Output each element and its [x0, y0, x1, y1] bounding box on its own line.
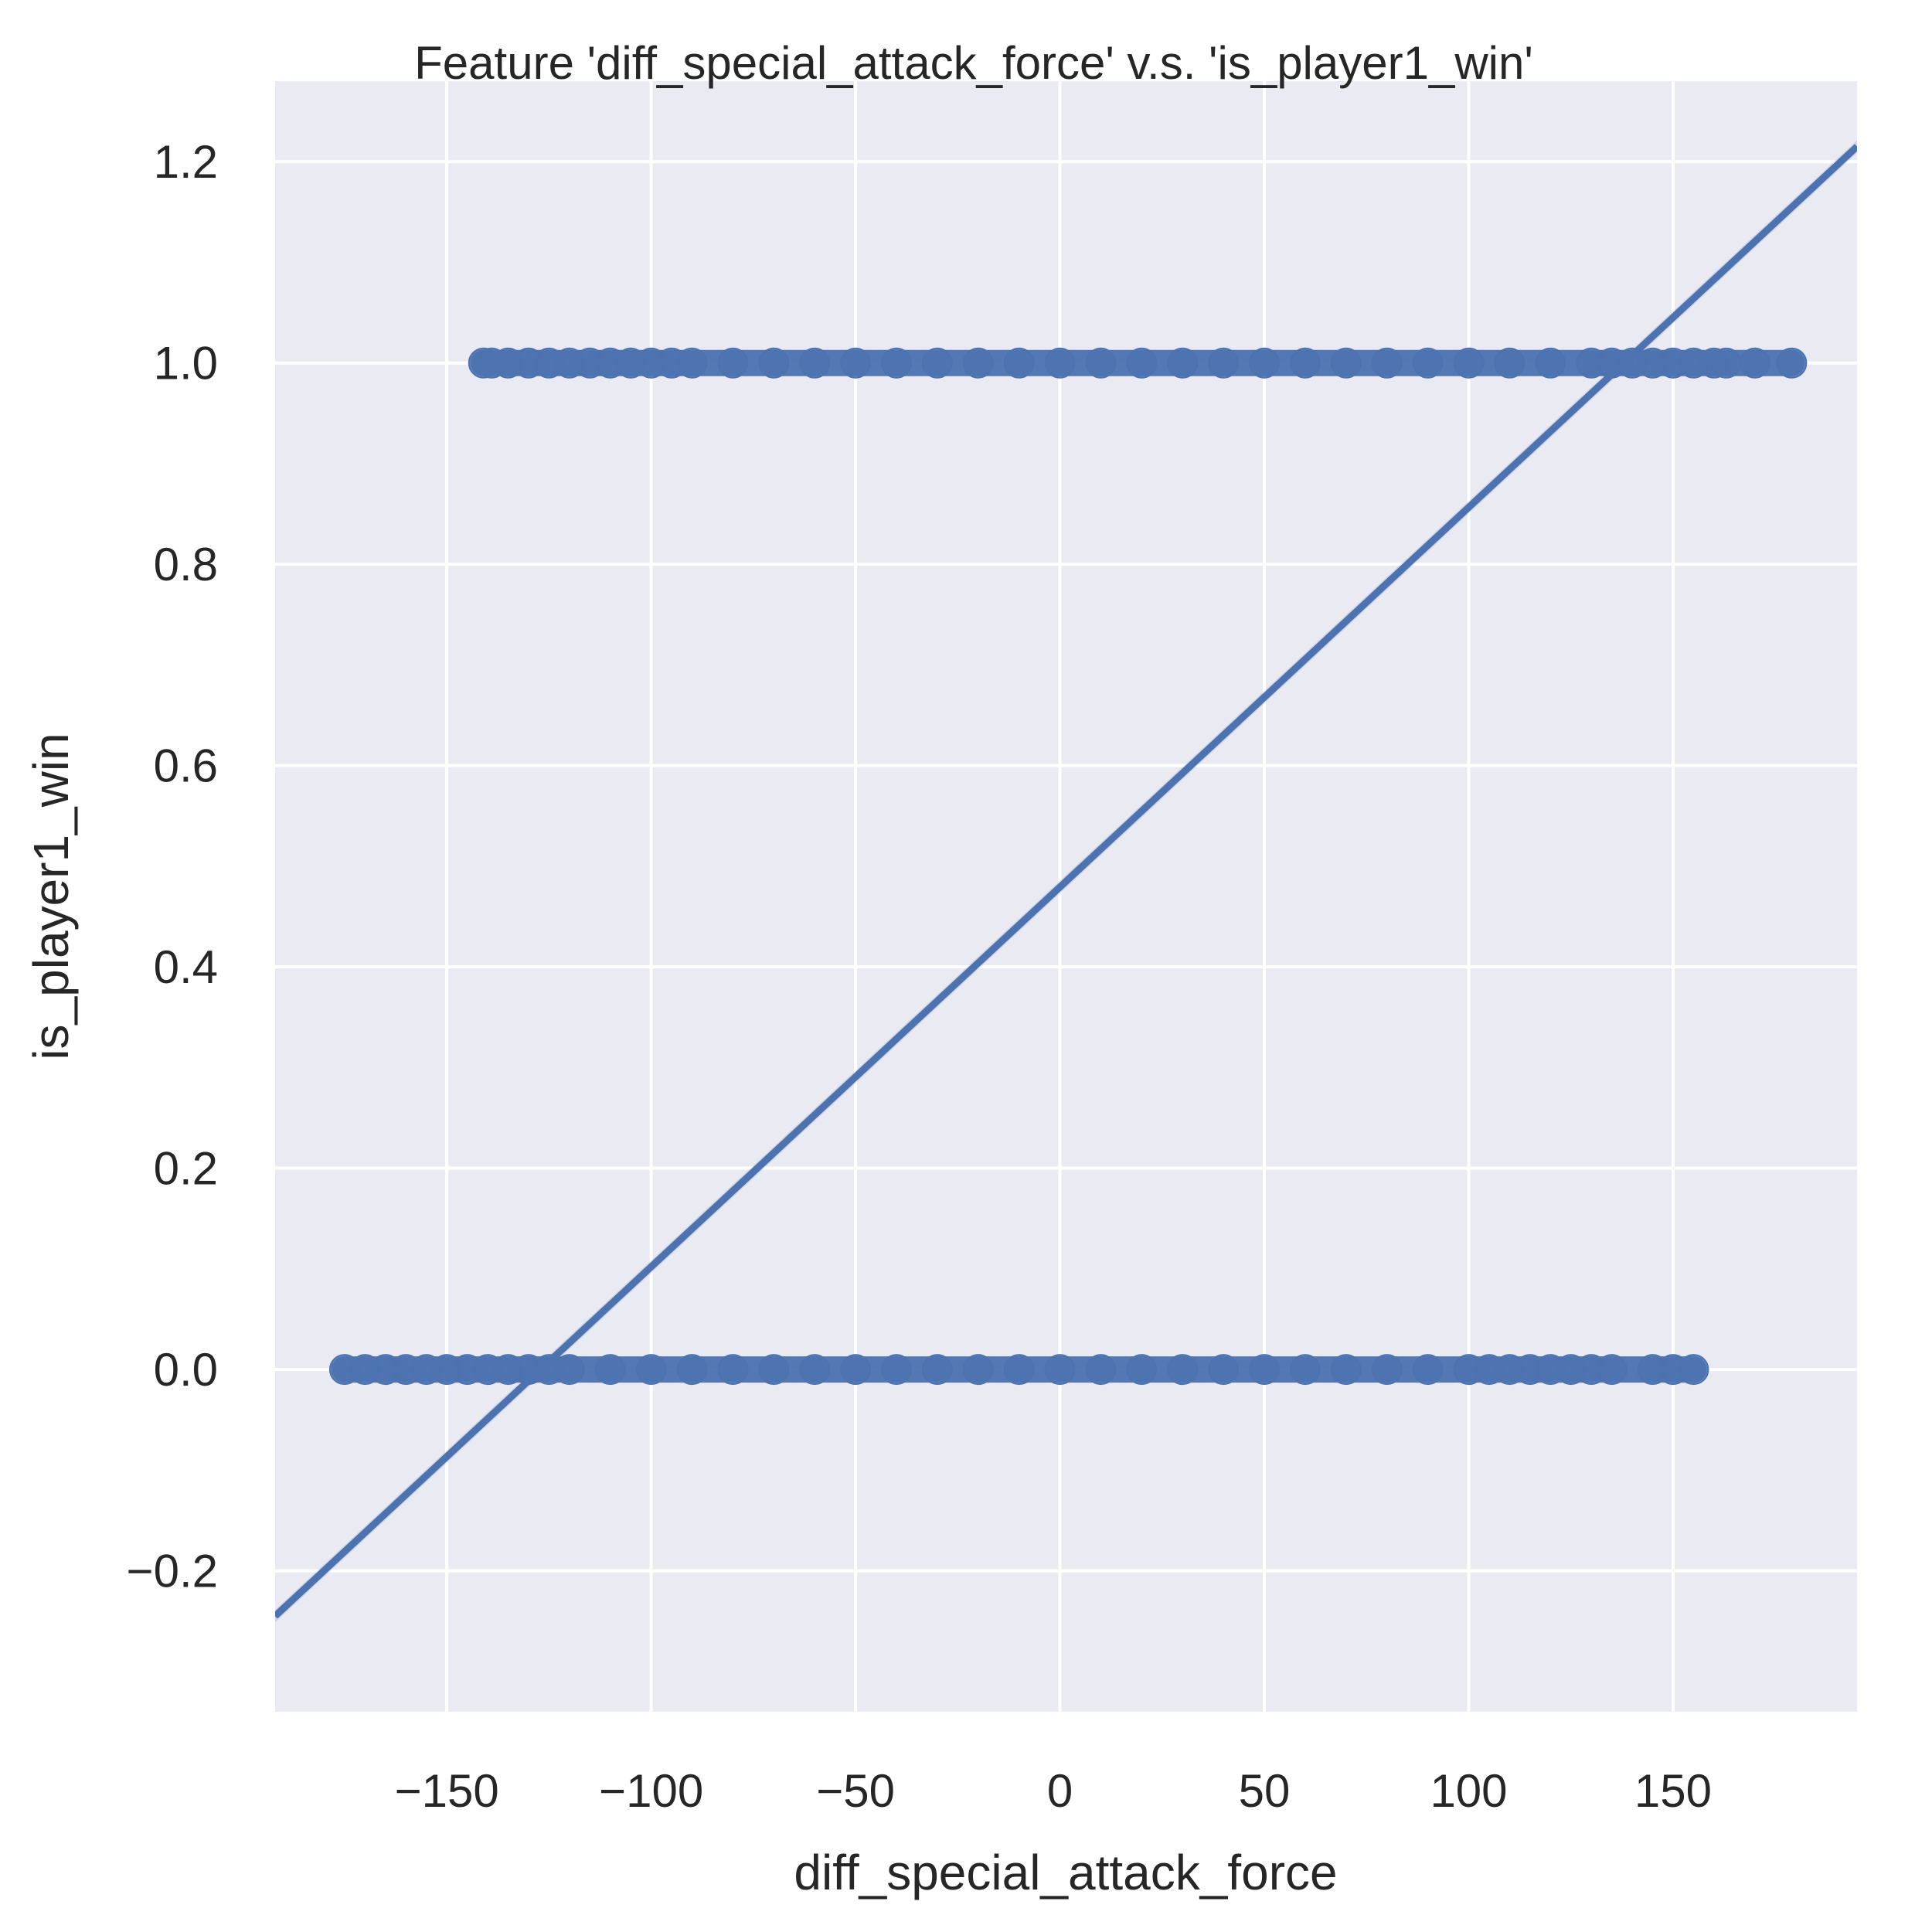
y-tick-label: −0.2: [127, 1546, 218, 1597]
scatter-point: [880, 1354, 912, 1386]
scatter-point: [1776, 347, 1808, 379]
scatter-point: [1453, 347, 1485, 379]
scatter-point: [594, 1354, 626, 1386]
scatter-point: [1003, 1354, 1035, 1386]
regression-line: [275, 144, 1857, 1619]
y-tick-label: 0.4: [154, 941, 218, 993]
scatter-point: [553, 1354, 585, 1386]
scatter-point: [1126, 1354, 1158, 1386]
y-tick-label: 1.0: [154, 338, 218, 389]
scatter-point: [921, 1354, 953, 1386]
scatter-point: [799, 347, 831, 379]
scatter-point: [1710, 347, 1742, 379]
scatter-point: [1249, 1354, 1281, 1386]
scatter-point: [676, 347, 708, 379]
scatter-point: [799, 1354, 831, 1386]
y-axis-ticks: −0.2 0.0 0.2 0.4 0.6 0.8 1.0 1.2: [127, 136, 218, 1597]
regression-line-group: [275, 140, 1857, 1623]
plot-area-background: [275, 81, 1857, 1712]
scatter-point: [676, 1354, 708, 1386]
scatter-point: [1371, 1354, 1403, 1386]
scatter-point: [962, 1354, 994, 1386]
scatter-point: [1678, 1354, 1709, 1386]
scatter-point: [1412, 1354, 1444, 1386]
y-tick-label: 0.8: [154, 539, 218, 590]
x-tick-label: 50: [1239, 1765, 1291, 1817]
scatter-point: [840, 1354, 872, 1386]
scatter-point: [1371, 347, 1403, 379]
x-tick-label: −50: [816, 1765, 895, 1817]
scatter-point: [717, 347, 749, 379]
scatter-point: [635, 1354, 667, 1386]
scatter-point: [1003, 347, 1035, 379]
scatter-point: [1289, 347, 1321, 379]
scatter-point: [1739, 347, 1770, 379]
y-tick-label: 0.6: [154, 740, 218, 792]
scatter-point: [717, 1354, 749, 1386]
scatter-point: [1330, 347, 1362, 379]
x-tick-label: 100: [1430, 1765, 1507, 1817]
scatter-point: [840, 347, 872, 379]
scatter-point: [1085, 1354, 1117, 1386]
scatter-point: [1208, 347, 1240, 379]
x-axis-label: diff_special_attack_force: [794, 1845, 1337, 1900]
scatter-point: [1126, 347, 1158, 379]
x-tick-label: 0: [1047, 1765, 1073, 1817]
x-tick-label: −150: [395, 1765, 499, 1817]
scatter-point: [1249, 347, 1281, 379]
scatter-point: [1208, 1354, 1240, 1386]
chart-title: Feature 'diff_special_attack_force' v.s.…: [414, 37, 1533, 89]
scatter-point: [962, 347, 994, 379]
scatter-point: [1167, 347, 1199, 379]
scatter-point: [880, 347, 912, 379]
x-tick-label: −100: [599, 1765, 703, 1817]
y-axis-label: is_player1_win: [23, 733, 79, 1060]
y-tick-label: 0.0: [154, 1344, 218, 1396]
scatter-point: [1085, 347, 1117, 379]
scatter-point: [1596, 1354, 1628, 1386]
scatter-point: [1289, 1354, 1321, 1386]
data-series: [275, 140, 1857, 1623]
x-tick-label: 150: [1634, 1765, 1712, 1817]
scatter-point: [758, 347, 790, 379]
y-tick-label: 1.2: [154, 136, 218, 188]
x-axis-ticks: −150 −100 −50 0 50 100 150: [395, 1765, 1712, 1817]
scatter-point: [1535, 347, 1566, 379]
y-tick-label: 0.2: [154, 1143, 218, 1195]
scatter-point: [1330, 1354, 1362, 1386]
scatter-point: [1494, 347, 1526, 379]
scatter-point: [1044, 1354, 1076, 1386]
scatter-point: [758, 1354, 790, 1386]
scatter-point: [1167, 1354, 1199, 1386]
scatter-point: [1044, 347, 1076, 379]
scatter-point: [1412, 347, 1444, 379]
scatter-point: [921, 347, 953, 379]
